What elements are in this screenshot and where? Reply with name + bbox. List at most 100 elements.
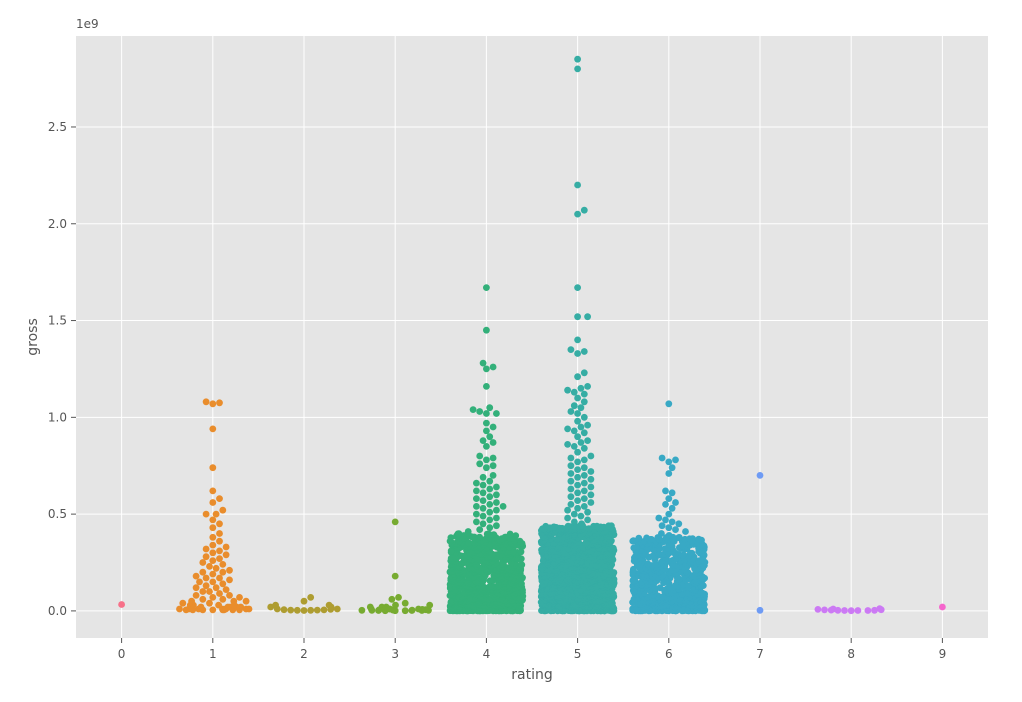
- data-point: [574, 473, 581, 481]
- data-point: [486, 508, 494, 516]
- data-point: [382, 603, 390, 611]
- data-point: [580, 206, 588, 214]
- data-point: [209, 464, 217, 472]
- data-point: [212, 564, 220, 572]
- y-tick-label: 2.5: [48, 120, 67, 134]
- data-point: [486, 493, 494, 501]
- data-point: [206, 588, 213, 595]
- data-point: [216, 520, 223, 528]
- data-point: [574, 373, 581, 381]
- data-point: [487, 582, 495, 590]
- y-tick-label: 2.0: [48, 217, 67, 231]
- data-point: [580, 503, 588, 510]
- data-point: [847, 607, 855, 615]
- data-point: [473, 518, 480, 526]
- data-point: [580, 456, 588, 464]
- data-point: [570, 402, 578, 410]
- data-point: [483, 427, 490, 435]
- data-point: [230, 597, 238, 605]
- data-point: [358, 606, 366, 614]
- data-point: [564, 441, 571, 448]
- data-point: [287, 606, 295, 614]
- data-point: [680, 551, 688, 559]
- data-point: [388, 595, 396, 603]
- data-point: [209, 541, 217, 549]
- data-point: [483, 284, 490, 291]
- data-point: [567, 470, 575, 477]
- data-point: [215, 601, 223, 609]
- data-point: [574, 55, 581, 63]
- data-point: [506, 530, 514, 538]
- data-point: [479, 437, 487, 444]
- data-point: [567, 462, 575, 470]
- y-offset-label: 1e9: [76, 17, 99, 31]
- data-point: [483, 383, 490, 390]
- data-point: [665, 400, 673, 408]
- data-point: [447, 547, 455, 555]
- data-point: [564, 425, 571, 433]
- data-point: [662, 487, 669, 495]
- y-tick-label: 1.5: [48, 314, 67, 328]
- data-point: [587, 491, 595, 499]
- data-point: [587, 483, 595, 491]
- data-point: [196, 578, 203, 586]
- data-point: [489, 472, 497, 479]
- data-point: [473, 495, 480, 502]
- data-point: [216, 399, 223, 407]
- data-point: [518, 561, 526, 569]
- data-point: [479, 489, 487, 497]
- data-point: [574, 433, 581, 441]
- data-point: [672, 526, 679, 533]
- data-points: [118, 55, 946, 615]
- data-point: [574, 181, 581, 189]
- data-point: [483, 419, 490, 427]
- data-point: [197, 603, 205, 611]
- data-point: [479, 512, 487, 520]
- x-tick-label: 4: [483, 647, 491, 661]
- x-tick-label: 2: [300, 647, 308, 661]
- data-point: [209, 570, 217, 578]
- x-axis-ticks: 0 1 2 3 4 5 6 7 8 9: [118, 638, 946, 661]
- data-point: [580, 398, 588, 406]
- data-point: [313, 606, 321, 614]
- data-point: [939, 603, 946, 611]
- data-point: [216, 495, 223, 502]
- data-point: [570, 427, 578, 435]
- data-point: [216, 590, 223, 597]
- data-point: [695, 535, 703, 543]
- data-point: [756, 606, 764, 614]
- data-point: [226, 576, 233, 584]
- data-point: [668, 464, 676, 472]
- data-point: [580, 464, 588, 472]
- data-point: [464, 528, 472, 535]
- data-point: [219, 568, 227, 576]
- data-point: [675, 520, 683, 528]
- data-point: [571, 518, 578, 526]
- data-point: [756, 472, 764, 479]
- data-point: [574, 497, 581, 504]
- data-point: [584, 437, 591, 444]
- data-point: [216, 530, 223, 537]
- data-point: [300, 607, 308, 614]
- data-point: [493, 514, 500, 522]
- data-point: [656, 584, 664, 592]
- data-point: [665, 470, 673, 477]
- data-point: [841, 607, 848, 614]
- data-point: [864, 607, 872, 614]
- data-point: [493, 499, 500, 506]
- data-point: [665, 510, 673, 518]
- data-point: [854, 607, 862, 614]
- x-tick-label: 5: [574, 647, 582, 661]
- data-point: [587, 499, 595, 506]
- data-point: [577, 384, 585, 392]
- data-point: [212, 584, 220, 592]
- data-point: [574, 394, 581, 402]
- y-tick-label: 1.0: [48, 410, 67, 424]
- y-tick-label: 0.5: [48, 507, 67, 521]
- data-point: [665, 532, 673, 539]
- data-point: [574, 284, 581, 291]
- data-point: [489, 462, 497, 470]
- data-point: [584, 516, 591, 524]
- data-point: [307, 594, 315, 601]
- data-point: [209, 499, 217, 506]
